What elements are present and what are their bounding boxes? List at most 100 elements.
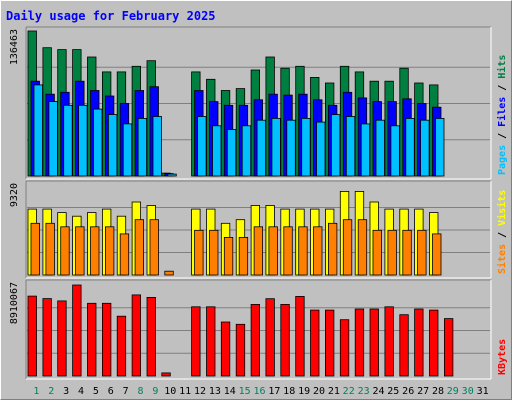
bar-pages-day-2 bbox=[48, 101, 58, 177]
bar-kbytes-day-3 bbox=[57, 300, 67, 377]
x-tick-label: 5 bbox=[93, 386, 99, 397]
bar-kbytes-day-12 bbox=[191, 306, 201, 377]
x-tick-label: 12 bbox=[194, 386, 206, 397]
x-tick-label: 9 bbox=[152, 386, 158, 397]
x-tick-label: 11 bbox=[179, 386, 191, 397]
bar-sites-day-26 bbox=[402, 229, 412, 276]
x-tick-label: 29 bbox=[447, 386, 459, 397]
bar-pages-day-9 bbox=[152, 116, 162, 177]
bar-sites-day-14 bbox=[223, 236, 234, 276]
bar-sites-day-15 bbox=[238, 236, 249, 276]
bar-sites-day-23 bbox=[357, 219, 368, 276]
y-max-label: 136463 bbox=[9, 29, 20, 65]
x-tick-label: 24 bbox=[372, 386, 384, 397]
bar-kbytes-day-16 bbox=[250, 303, 261, 377]
bar-pages-day-20 bbox=[316, 121, 326, 177]
bar-sites-day-4 bbox=[75, 226, 85, 276]
x-tick-label: 2 bbox=[48, 386, 54, 397]
bar-kbytes-day-26 bbox=[399, 314, 409, 377]
bar-kbytes-day-8 bbox=[131, 294, 142, 377]
bar-kbytes-day-21 bbox=[324, 309, 335, 377]
bar-kbytes-day-29 bbox=[443, 318, 454, 377]
bar-pages-day-24 bbox=[375, 119, 385, 177]
x-tick-label: 4 bbox=[78, 386, 84, 397]
bar-pages-day-3 bbox=[63, 104, 73, 177]
bar-pages-day-13 bbox=[212, 125, 222, 177]
x-tick-label: 28 bbox=[432, 386, 444, 397]
bar-sites-day-20 bbox=[313, 226, 323, 276]
bar-sites-day-16 bbox=[253, 226, 264, 276]
bar-kbytes-day-20 bbox=[310, 309, 320, 377]
bar-kbytes-day-10 bbox=[161, 372, 171, 377]
bar-sites-day-8 bbox=[134, 219, 145, 276]
bar-kbytes-day-7 bbox=[116, 315, 127, 377]
x-tick-label: 13 bbox=[209, 386, 221, 397]
x-tick-label: 7 bbox=[123, 386, 129, 397]
bar-pages-day-18 bbox=[286, 119, 296, 177]
bar-kbytes-day-19 bbox=[295, 295, 305, 377]
x-tick-label: 30 bbox=[462, 386, 474, 397]
x-tick-label: 26 bbox=[402, 386, 414, 397]
x-tick-label: 6 bbox=[108, 386, 114, 397]
x-tick-label: 17 bbox=[268, 386, 280, 397]
bar-kbytes-day-25 bbox=[384, 306, 394, 377]
bar-pages-day-17 bbox=[271, 118, 281, 177]
y-max-label: 8910067 bbox=[9, 282, 20, 324]
bar-kbytes-day-17 bbox=[265, 298, 275, 377]
legend-visits: Sites / Visits bbox=[496, 190, 508, 274]
bar-sites-day-19 bbox=[298, 226, 308, 276]
bar-sites-day-12 bbox=[194, 229, 204, 276]
bar-pages-day-7 bbox=[122, 123, 133, 177]
legend-item: Pages bbox=[497, 145, 508, 175]
bar-sites-day-7 bbox=[119, 233, 130, 276]
bar-pages-day-10 bbox=[167, 173, 177, 177]
x-tick-label: 18 bbox=[283, 386, 295, 397]
bar-kbytes-day-14 bbox=[220, 321, 231, 377]
legend-separator: / bbox=[497, 127, 508, 145]
bar-pages-day-19 bbox=[301, 118, 311, 177]
x-tick-label: 20 bbox=[313, 386, 325, 397]
bar-kbytes-day-2 bbox=[42, 298, 52, 377]
x-tick-label: 31 bbox=[477, 386, 489, 397]
legend-separator: / bbox=[497, 226, 508, 244]
legend-item: Files bbox=[496, 97, 508, 127]
bar-kbytes-day-9 bbox=[146, 296, 156, 377]
bar-sites-day-9 bbox=[149, 219, 159, 276]
bar-sites-day-21 bbox=[327, 222, 338, 276]
bar-kbytes-day-24 bbox=[369, 308, 379, 377]
x-tick-label: 16 bbox=[253, 386, 265, 397]
legend-item: KBytes bbox=[497, 339, 508, 375]
bar-sites-day-25 bbox=[387, 229, 397, 276]
panel-kbytes: 8910067 KBytes bbox=[9, 279, 508, 380]
x-tick-label: 15 bbox=[239, 386, 251, 397]
bar-sites-day-5 bbox=[90, 226, 100, 276]
bar-pages-day-8 bbox=[137, 118, 148, 177]
x-tick-label: 3 bbox=[63, 386, 69, 397]
bar-kbytes-day-13 bbox=[206, 306, 216, 377]
bar-pages-day-28 bbox=[435, 118, 445, 177]
x-tick-label: 25 bbox=[387, 386, 399, 397]
bar-sites-day-24 bbox=[372, 229, 382, 276]
bar-sites-day-17 bbox=[268, 226, 278, 276]
bar-pages-day-23 bbox=[360, 123, 371, 177]
chart-panels: 136463 Pages / Files / Hits 9320 Sites / Vi… bbox=[9, 26, 508, 380]
bar-sites-day-27 bbox=[417, 229, 427, 276]
x-tick-label: 14 bbox=[224, 386, 236, 397]
bar-sites-day-10 bbox=[164, 270, 174, 276]
x-axis-labels: 1 2 3 4 5 6 7 8 9 10 11 12 13 14 15 16 17 18 19 20 21 22 23 24 2… bbox=[33, 386, 488, 397]
x-tick-label: 27 bbox=[417, 386, 429, 397]
bar-sites-day-28 bbox=[432, 233, 442, 276]
bar-kbytes-day-18 bbox=[280, 303, 290, 377]
panel-hits: 136463 Pages / Files / Hits bbox=[9, 26, 508, 180]
bar-kbytes-day-4 bbox=[72, 284, 82, 377]
bar-pages-day-27 bbox=[420, 119, 430, 177]
y-max-label: 9320 bbox=[9, 183, 20, 207]
x-tick-label: 10 bbox=[164, 386, 176, 397]
bar-kbytes-day-22 bbox=[339, 319, 350, 377]
bar-sites-day-3 bbox=[60, 226, 70, 276]
x-tick-label: 23 bbox=[358, 386, 370, 397]
legend-kbytes: KBytes bbox=[497, 339, 508, 375]
legend-hits: Pages / Files / Hits bbox=[496, 55, 508, 175]
